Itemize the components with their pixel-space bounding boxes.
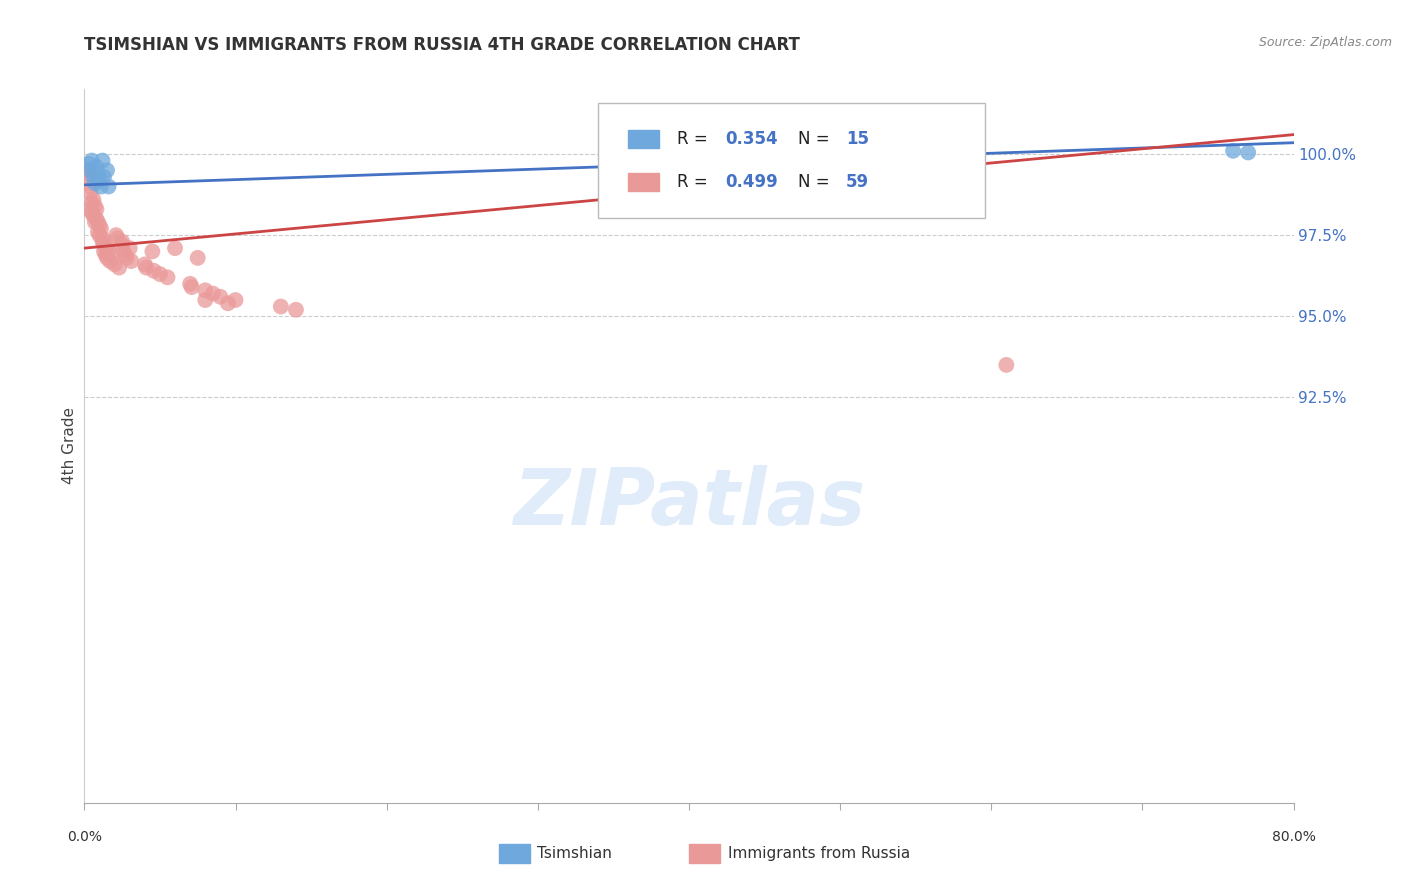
Point xyxy=(96,241,118,255)
Point xyxy=(86,202,108,217)
Point xyxy=(91,235,114,249)
Point xyxy=(111,235,134,249)
Point xyxy=(108,260,131,275)
Point xyxy=(142,264,165,278)
Point xyxy=(89,228,111,243)
Point xyxy=(93,238,115,252)
Point xyxy=(80,195,103,210)
Point xyxy=(79,186,101,200)
Text: Source: ZipAtlas.com: Source: ZipAtlas.com xyxy=(1258,36,1392,49)
Text: Tsimshian: Tsimshian xyxy=(537,847,612,861)
Point xyxy=(163,241,186,255)
Point xyxy=(97,244,120,259)
Point xyxy=(86,160,108,174)
Point xyxy=(114,247,136,261)
Text: TSIMSHIAN VS IMMIGRANTS FROM RUSSIA 4TH GRADE CORRELATION CHART: TSIMSHIAN VS IMMIGRANTS FROM RUSSIA 4TH … xyxy=(84,36,800,54)
Point xyxy=(77,169,100,184)
Point xyxy=(82,193,104,207)
Point xyxy=(111,238,134,252)
Point xyxy=(77,167,100,181)
Point xyxy=(112,244,135,259)
Point xyxy=(93,169,115,184)
Y-axis label: 4th Grade: 4th Grade xyxy=(62,408,77,484)
Point xyxy=(77,157,100,171)
Text: 0.0%: 0.0% xyxy=(67,830,101,844)
Point xyxy=(115,251,138,265)
Point xyxy=(96,163,118,178)
Point xyxy=(104,257,127,271)
Point xyxy=(134,257,156,271)
Point xyxy=(179,277,201,291)
Text: 0.499: 0.499 xyxy=(725,173,778,191)
Text: 59: 59 xyxy=(846,173,869,191)
Point xyxy=(141,244,163,259)
Point xyxy=(76,163,98,178)
Text: 0.354: 0.354 xyxy=(725,130,778,148)
Point xyxy=(96,251,118,265)
Point xyxy=(89,173,111,187)
Point xyxy=(995,358,1018,372)
Text: 80.0%: 80.0% xyxy=(1271,830,1316,844)
Point xyxy=(79,179,101,194)
Point xyxy=(86,211,108,226)
Point xyxy=(270,300,292,314)
Point xyxy=(84,176,107,190)
Point xyxy=(100,247,122,261)
Point xyxy=(105,228,128,243)
Point xyxy=(90,221,112,235)
FancyBboxPatch shape xyxy=(599,103,986,218)
Point xyxy=(80,153,103,168)
Point xyxy=(91,231,114,245)
Point xyxy=(209,290,232,304)
Point xyxy=(1222,144,1244,158)
FancyBboxPatch shape xyxy=(628,130,659,148)
Point xyxy=(84,199,107,213)
Point xyxy=(135,260,157,275)
Text: Immigrants from Russia: Immigrants from Russia xyxy=(728,847,911,861)
Point xyxy=(82,169,104,184)
Point xyxy=(93,244,115,259)
Point xyxy=(194,283,217,297)
Point xyxy=(107,231,129,245)
Text: 15: 15 xyxy=(846,130,869,148)
Text: R =: R = xyxy=(676,173,713,191)
Text: R =: R = xyxy=(676,130,713,148)
FancyBboxPatch shape xyxy=(628,173,659,191)
Point xyxy=(97,179,120,194)
Text: ZIPatlas: ZIPatlas xyxy=(513,465,865,541)
Point xyxy=(120,254,142,268)
Point xyxy=(98,254,121,268)
Point xyxy=(149,267,172,281)
Point xyxy=(1237,145,1260,160)
Point xyxy=(80,205,103,219)
Point xyxy=(94,247,117,261)
Point xyxy=(284,302,308,317)
Point xyxy=(201,286,224,301)
Point xyxy=(77,202,100,217)
Point xyxy=(194,293,217,307)
Text: N =: N = xyxy=(797,173,835,191)
Point xyxy=(180,280,202,294)
Point xyxy=(187,251,209,265)
Point xyxy=(79,163,101,178)
Point xyxy=(91,153,114,168)
Text: N =: N = xyxy=(797,130,835,148)
Point xyxy=(87,225,110,239)
Point xyxy=(87,215,110,229)
Point xyxy=(156,270,179,285)
Point xyxy=(89,219,111,233)
Point xyxy=(84,215,107,229)
Point xyxy=(87,167,110,181)
Point xyxy=(82,209,104,223)
Point xyxy=(225,293,247,307)
Point xyxy=(118,241,141,255)
Point xyxy=(90,179,112,194)
Point xyxy=(217,296,239,310)
